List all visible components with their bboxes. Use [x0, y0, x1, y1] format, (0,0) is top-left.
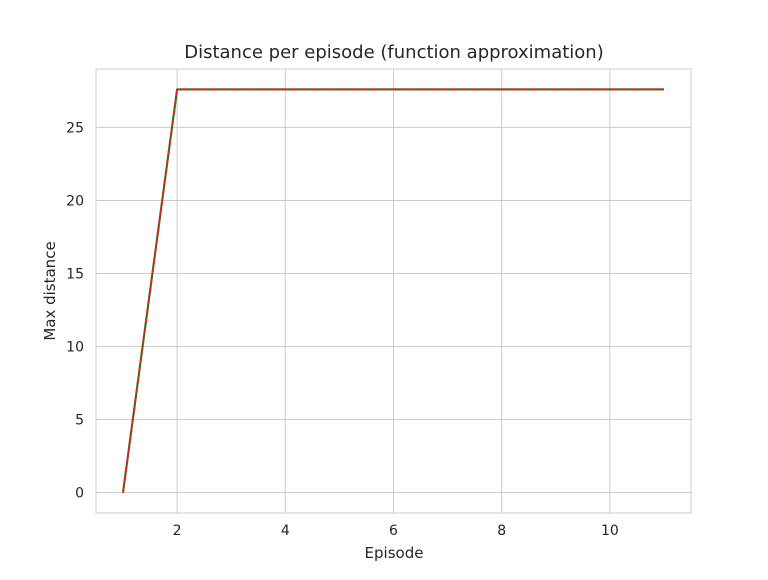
plot-frame: [95, 68, 692, 514]
series-layer: [122, 88, 664, 493]
y-tick-label: 5: [75, 413, 84, 429]
grid: [96, 69, 691, 513]
chart-title: Distance per episode (function approxima…: [184, 42, 604, 63]
y-tick-label: 10: [66, 340, 84, 356]
y-tick-labels: 0 5 10 15 20 25: [66, 120, 84, 501]
y-tick-label: 20: [66, 193, 84, 209]
y-tick-label: 25: [66, 120, 84, 136]
x-tick-label: 4: [281, 523, 290, 539]
series-line-2: [122, 88, 664, 493]
y-tick-label: 0: [75, 486, 84, 502]
y-axis-label: Max distance: [41, 241, 59, 340]
x-tick-label: 2: [173, 523, 182, 539]
y-tick-label: 15: [66, 266, 84, 282]
x-tick-label: 8: [497, 523, 506, 539]
x-tick-label: 6: [389, 523, 398, 539]
x-axis-label: Episode: [365, 544, 424, 562]
x-tick-label: 10: [601, 523, 619, 539]
x-tick-labels: 2 4 6 8 10: [173, 523, 619, 539]
